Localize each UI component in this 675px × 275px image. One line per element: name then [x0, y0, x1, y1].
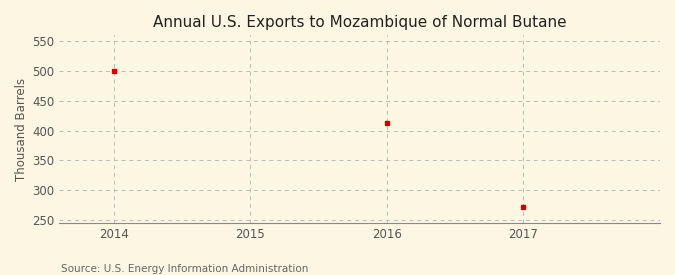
Y-axis label: Thousand Barrels: Thousand Barrels	[15, 78, 28, 181]
Title: Annual U.S. Exports to Mozambique of Normal Butane: Annual U.S. Exports to Mozambique of Nor…	[153, 15, 566, 30]
Text: Source: U.S. Energy Information Administration: Source: U.S. Energy Information Administ…	[61, 264, 308, 274]
